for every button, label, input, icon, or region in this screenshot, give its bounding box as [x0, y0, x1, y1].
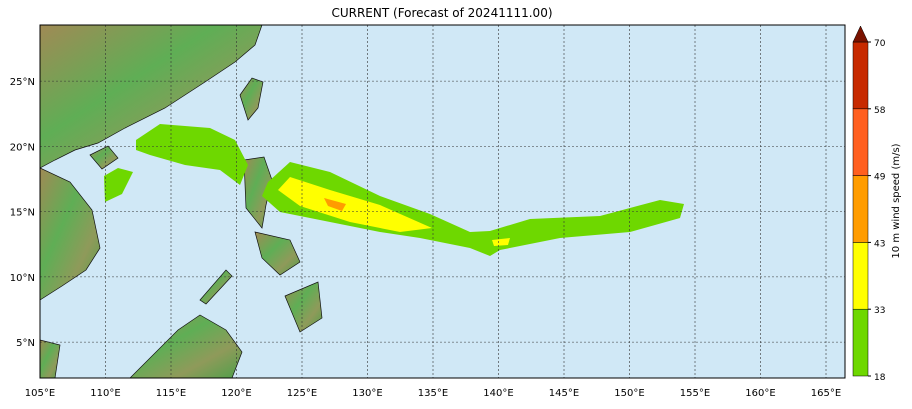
y-tick-label: 10°N: [10, 273, 35, 284]
x-tick-label: 135°E: [418, 388, 448, 399]
x-tick-label: 115°E: [156, 388, 186, 399]
wind-area: [278, 177, 432, 232]
y-tick-label: 15°N: [10, 208, 35, 219]
colorbar-label: 10 m wind speed (m/s): [891, 143, 902, 258]
wind-area: [136, 124, 248, 185]
colorbar-tick-label: 70: [874, 39, 886, 49]
x-tick-label: 165°E: [811, 388, 841, 399]
wind-area: [492, 238, 510, 246]
x-tick-label: 145°E: [549, 388, 579, 399]
wind-area: [324, 198, 346, 211]
x-tick-label: 125°E: [287, 388, 317, 399]
colorbar-extension: [852, 25, 869, 43]
y-tick-label: 25°N: [10, 77, 35, 88]
land: [254, 231, 301, 276]
colorbar-segment: [852, 108, 869, 176]
map-frame: [39, 24, 846, 379]
wind-swath: [104, 124, 684, 256]
x-tick-label: 105°E: [25, 388, 55, 399]
land: [40, 339, 61, 378]
x-tick-label: 140°E: [483, 388, 513, 399]
x-tick-label: 110°E: [90, 388, 120, 399]
land: [40, 167, 101, 301]
colorbar-segment: [852, 308, 869, 377]
y-tick-label: 5°N: [16, 338, 35, 349]
colorbar-tick-label: 43: [874, 239, 885, 249]
x-tick-label: 155°E: [680, 388, 710, 399]
x-tick-label: 150°E: [614, 388, 644, 399]
map-layer: [40, 25, 323, 378]
colorbar-segment: [852, 175, 869, 243]
land: [40, 25, 263, 169]
land: [243, 156, 273, 229]
colorbar-segment: [852, 242, 869, 310]
colorbar-tick-label: 33: [874, 306, 885, 316]
land: [199, 269, 233, 305]
wind-area: [104, 168, 133, 202]
x-tick-label: 160°E: [745, 388, 775, 399]
colorbar-tick-label: 58: [874, 106, 886, 116]
title: CURRENT (Forecast of 20241111.00): [331, 6, 552, 20]
colorbar-tick-label: 49: [874, 173, 886, 183]
land: [284, 281, 323, 333]
colorbar-segment: [852, 41, 869, 110]
land: [89, 145, 119, 170]
land: [129, 314, 243, 378]
colorbar-tick-label: 18: [874, 373, 886, 383]
x-tick-label: 130°E: [352, 388, 382, 399]
wind-area: [262, 162, 684, 256]
y-tick-label: 20°N: [10, 142, 35, 153]
x-tick-label: 120°E: [221, 388, 251, 399]
